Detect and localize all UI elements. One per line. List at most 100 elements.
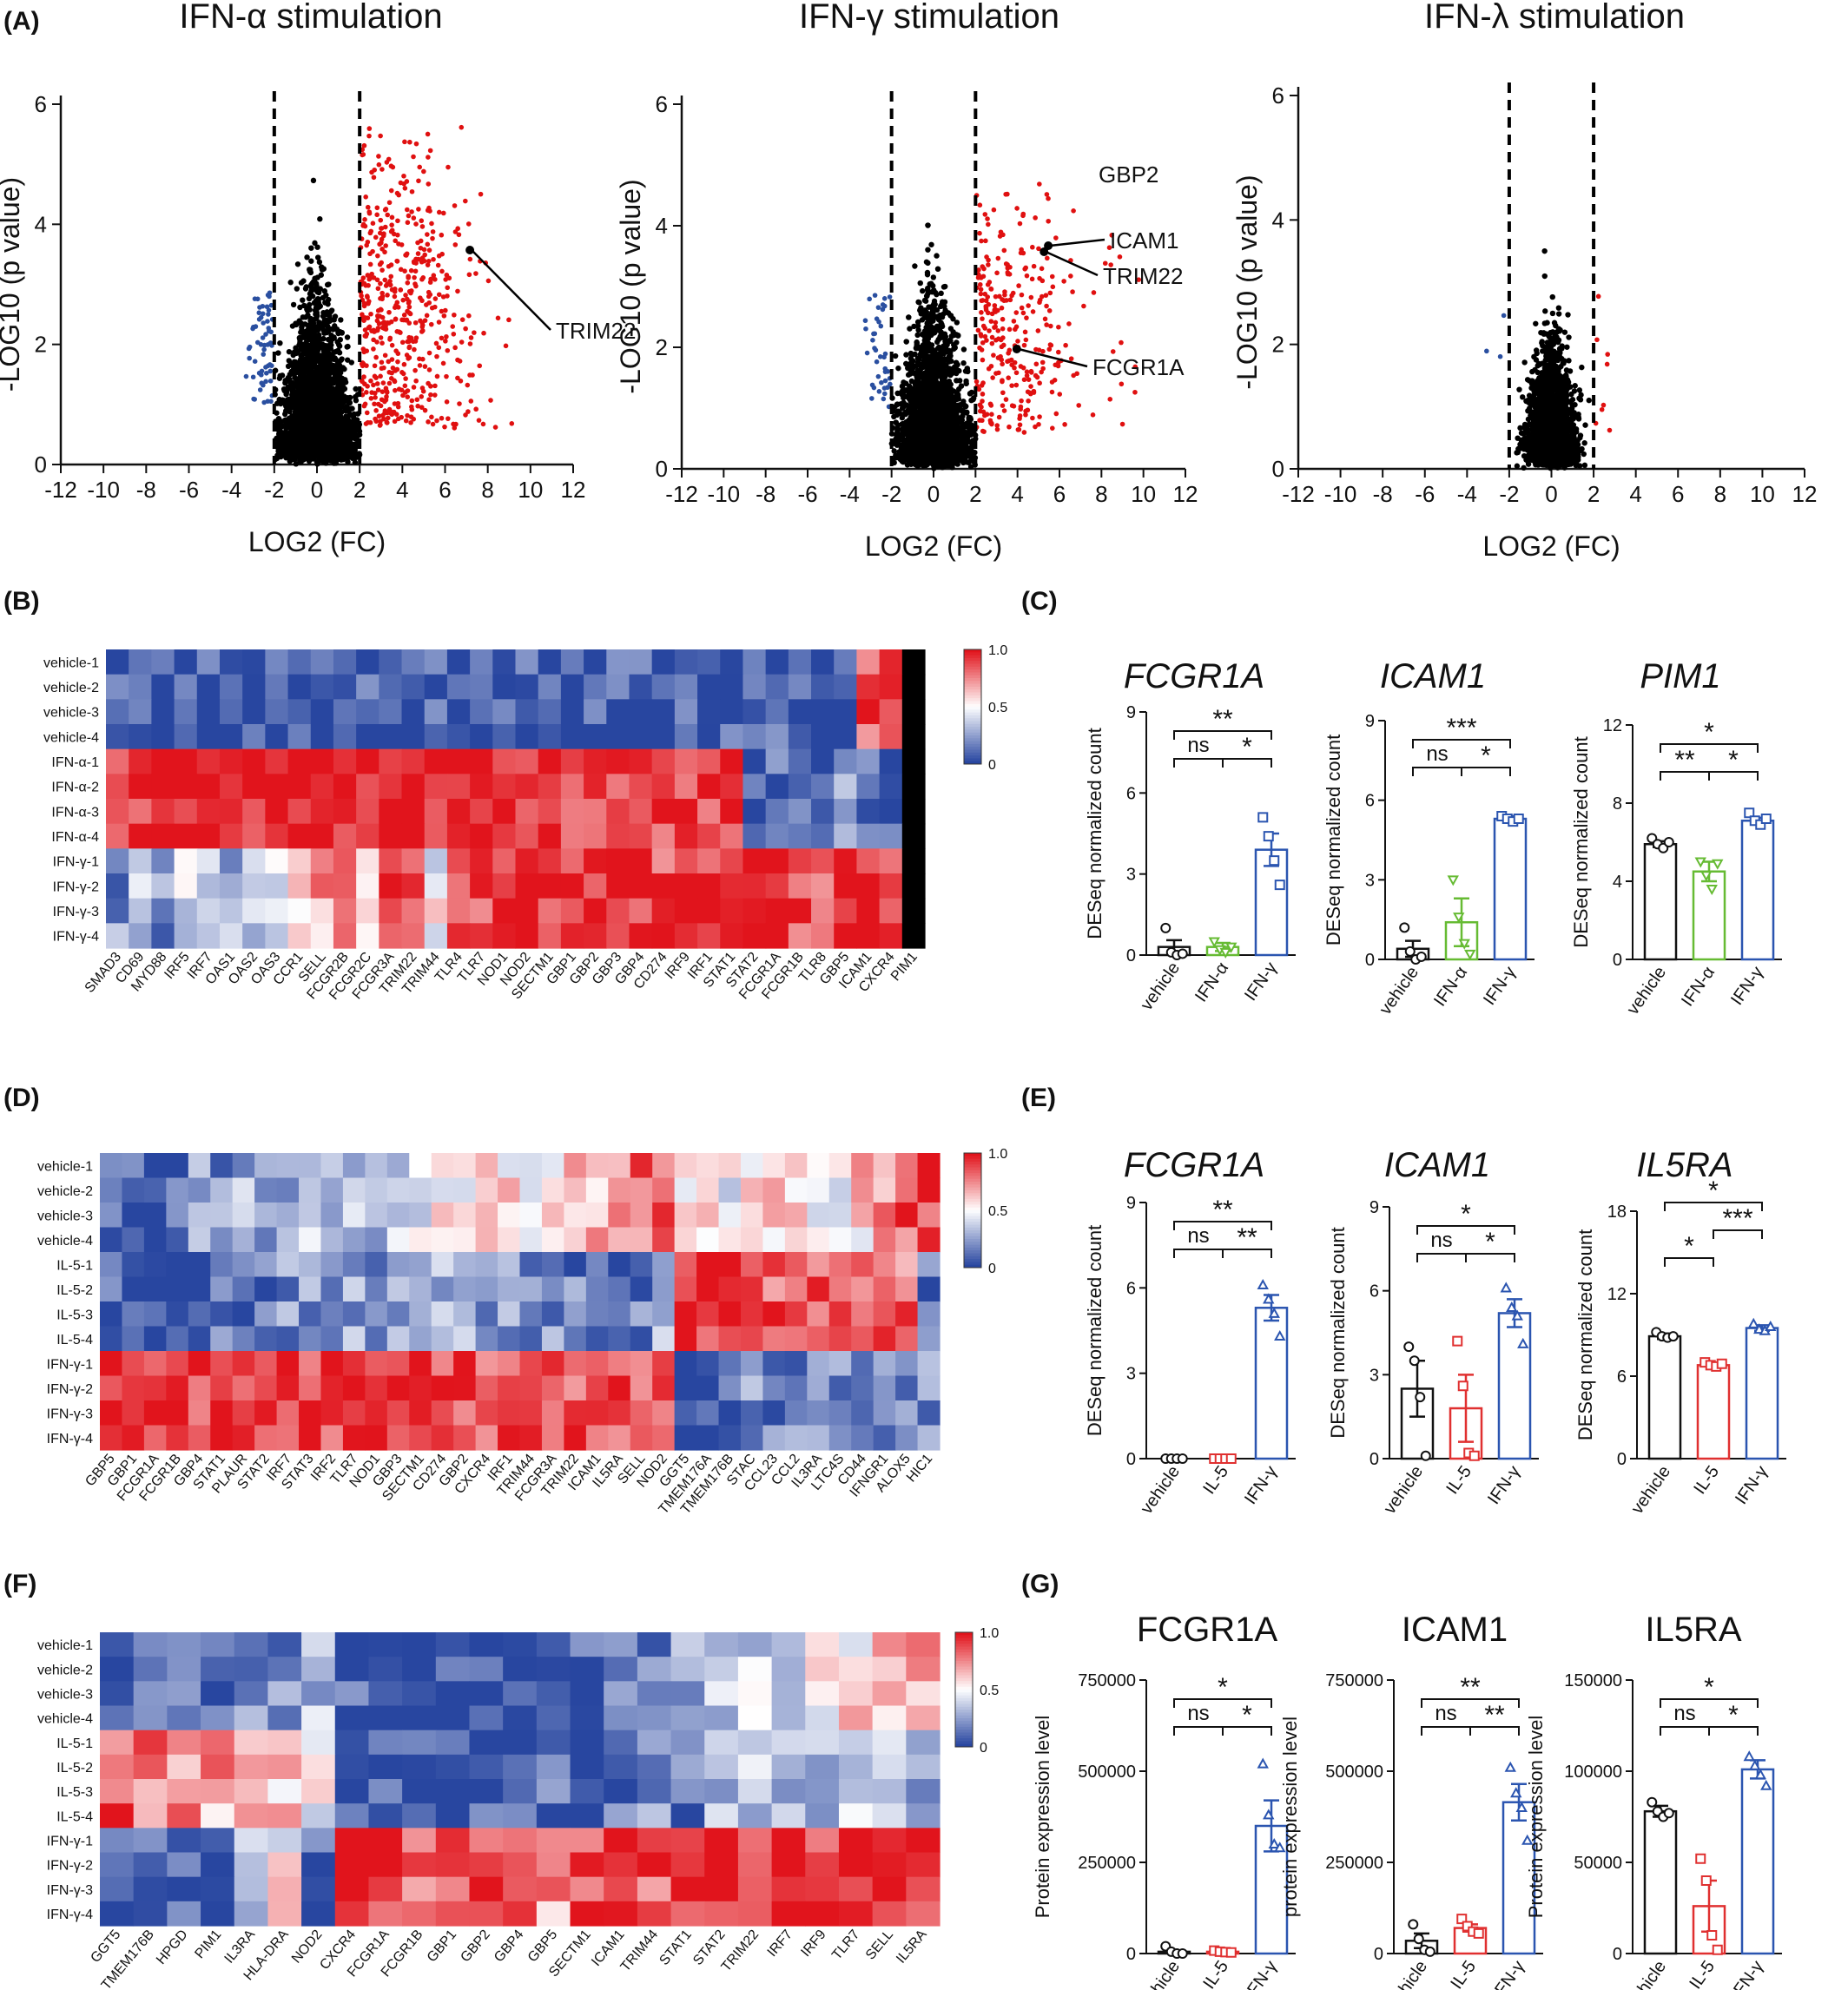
point-black	[297, 337, 303, 344]
point-blue	[254, 339, 261, 346]
point-black	[319, 367, 325, 373]
point-black	[305, 390, 311, 396]
point-red	[426, 258, 432, 264]
point-black	[346, 405, 352, 412]
point-red	[376, 320, 382, 326]
panel-label-f: (F)	[3, 1570, 36, 1598]
panel-label-c: (C)	[1021, 587, 1058, 616]
point-black	[328, 307, 335, 313]
point-red	[389, 342, 395, 348]
point-red	[432, 296, 439, 301]
point-red	[366, 133, 372, 139]
panel-label-g: (G)	[1021, 1570, 1059, 1598]
point-black	[307, 382, 314, 389]
point-black	[312, 240, 318, 247]
point-red	[378, 335, 384, 340]
point-red	[478, 191, 484, 197]
point-red	[394, 190, 400, 196]
point-red	[382, 353, 388, 359]
point-red	[450, 324, 456, 329]
point-black	[283, 391, 289, 398]
point-blue	[267, 340, 274, 346]
point-red	[476, 418, 482, 423]
point-red	[430, 421, 436, 427]
point-black	[329, 450, 336, 457]
point-red	[402, 139, 407, 145]
point-red	[432, 383, 438, 389]
point-red	[443, 339, 448, 344]
y-tick-label: 4	[656, 213, 668, 239]
point-red	[436, 345, 442, 351]
point-red	[393, 387, 398, 393]
point-red	[418, 245, 424, 251]
point-red	[430, 229, 436, 234]
point-red	[472, 330, 477, 335]
point-black	[317, 430, 323, 437]
point-red	[421, 258, 427, 264]
point-black	[313, 400, 320, 406]
point-red	[393, 238, 399, 244]
point-red	[361, 349, 367, 355]
point-black	[917, 280, 923, 287]
point-black	[286, 377, 292, 384]
point-red	[440, 294, 446, 300]
point-red	[366, 210, 373, 216]
point-black	[304, 307, 311, 313]
point-black	[346, 399, 353, 406]
point-red	[361, 403, 367, 409]
point-black	[310, 328, 317, 335]
point-red	[404, 251, 410, 257]
x-tick-label: 0	[927, 481, 940, 507]
point-black	[308, 245, 314, 251]
volcano-points	[862, 181, 1142, 471]
point-red	[426, 350, 432, 356]
point-red	[417, 164, 423, 170]
point-black	[335, 398, 341, 405]
point-red	[445, 285, 451, 291]
point-red	[373, 234, 379, 241]
point-red	[366, 126, 373, 131]
point-black	[341, 441, 348, 448]
point-red	[362, 314, 367, 320]
point-red	[506, 317, 512, 323]
point-red	[452, 345, 458, 351]
point-black	[312, 363, 319, 370]
point-red	[373, 375, 379, 380]
x-tick-label: -4	[840, 481, 860, 507]
point-black	[281, 441, 287, 447]
point-black	[318, 410, 325, 416]
point-black	[298, 329, 304, 335]
point-red	[412, 274, 417, 280]
point-black	[305, 441, 312, 448]
point-black	[304, 254, 310, 260]
point-red	[406, 213, 412, 219]
point-black	[289, 323, 296, 329]
point-red	[380, 340, 385, 346]
point-red	[378, 296, 383, 301]
point-blue	[257, 305, 262, 310]
point-red	[413, 141, 419, 147]
point-black	[308, 258, 314, 264]
point-black	[301, 346, 307, 353]
point-black	[312, 446, 319, 452]
point-red	[457, 401, 462, 406]
point-black	[348, 359, 354, 366]
point-black	[291, 399, 298, 405]
y-tick-label: 2	[35, 332, 47, 358]
y-tick-label: 4	[35, 211, 47, 237]
point-blue	[266, 312, 271, 317]
point-red	[406, 299, 412, 305]
point-black	[284, 420, 291, 427]
point-black	[276, 399, 283, 405]
point-red	[393, 317, 399, 322]
point-black	[315, 254, 321, 260]
point-red	[388, 262, 394, 267]
point-red	[445, 347, 451, 353]
point-blue	[250, 374, 256, 380]
point-red	[434, 373, 440, 379]
x-tick-label: -8	[136, 477, 156, 503]
point-red	[426, 181, 432, 187]
point-red	[455, 226, 460, 232]
point-red	[422, 318, 428, 323]
point-red	[395, 359, 400, 365]
